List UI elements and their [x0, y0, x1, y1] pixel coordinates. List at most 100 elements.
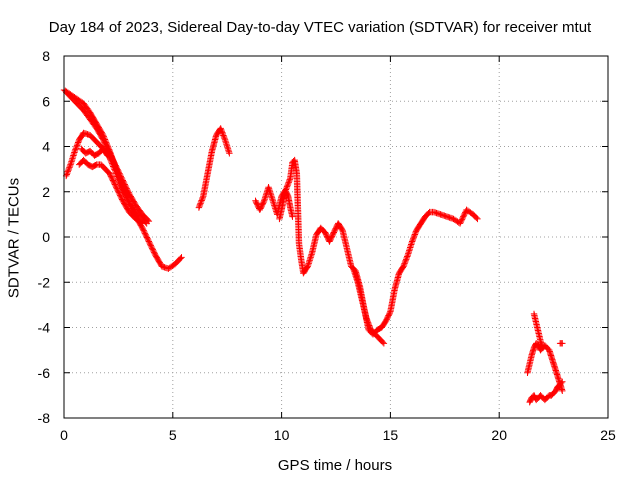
data-point	[106, 170, 113, 177]
data-point	[115, 189, 123, 196]
data-point	[66, 162, 74, 170]
data-point	[196, 202, 203, 210]
data-point	[150, 247, 157, 255]
data-point	[143, 234, 151, 241]
y-tick-label: 2	[42, 184, 50, 200]
data-point	[197, 200, 204, 207]
data-point	[113, 185, 121, 192]
chart-title: Day 184 of 2023, Sidereal Day-to-day VTE…	[48, 19, 592, 36]
data-point	[117, 180, 124, 187]
data-point	[196, 201, 204, 208]
data-point	[140, 227, 147, 234]
x-tick-label: 0	[60, 427, 68, 443]
data-point	[114, 174, 122, 182]
y-tick-label: -6	[38, 365, 51, 381]
data-point	[401, 258, 409, 266]
data-point	[221, 135, 228, 142]
data-point	[409, 236, 416, 244]
data-point	[104, 152, 111, 159]
data-point	[109, 177, 117, 184]
y-tick-label: -4	[38, 320, 51, 336]
data-point	[142, 231, 149, 238]
data-point	[72, 146, 79, 153]
data-point	[73, 143, 80, 150]
plot-frame	[63, 55, 609, 419]
data-point	[559, 387, 566, 395]
x-axis-label: GPS time / hours	[277, 457, 393, 474]
data-point	[102, 141, 109, 149]
data-point	[107, 173, 115, 180]
data-point	[460, 213, 467, 220]
data-point	[74, 139, 82, 146]
data-point	[460, 212, 468, 219]
data-point	[122, 184, 130, 191]
x-tick-label: 5	[169, 427, 177, 443]
data-point	[402, 256, 410, 263]
y-tick-label: -8	[38, 410, 51, 426]
data-point	[114, 188, 122, 195]
data-point	[289, 213, 296, 220]
data-point	[115, 177, 123, 185]
data-point	[118, 194, 125, 202]
data-point	[112, 169, 119, 176]
grid-lines	[63, 55, 609, 419]
data-point	[459, 214, 466, 222]
data-point	[118, 183, 125, 190]
data-point	[177, 255, 184, 262]
data-point	[338, 225, 346, 233]
data-point	[110, 178, 117, 185]
data-point	[99, 136, 107, 143]
data-point	[111, 179, 118, 187]
data-point	[380, 340, 388, 347]
data-point	[101, 139, 108, 146]
data-point	[114, 186, 121, 194]
data-point	[103, 151, 110, 158]
data-point	[410, 234, 417, 241]
data-point	[108, 158, 115, 166]
x-tick-label: 10	[274, 427, 290, 443]
data-point	[143, 232, 150, 240]
data-point	[146, 241, 154, 248]
data-point	[400, 263, 407, 270]
data-point	[364, 319, 372, 326]
data-point	[109, 175, 116, 183]
data-point	[198, 195, 206, 203]
data-point	[474, 215, 481, 223]
data-point	[65, 165, 73, 173]
data-point	[198, 197, 205, 204]
data-point	[148, 245, 156, 252]
data-point	[147, 242, 155, 249]
data-point	[150, 249, 158, 256]
data-point	[401, 260, 408, 267]
data-point	[108, 160, 116, 167]
data-point	[408, 238, 416, 245]
x-tick-label: 20	[491, 427, 507, 443]
data-point	[400, 261, 408, 269]
data-point	[404, 253, 411, 260]
data-point	[303, 264, 311, 271]
data-point	[473, 214, 480, 221]
data-point	[64, 168, 72, 175]
data-point	[283, 183, 291, 190]
data-point	[116, 179, 123, 186]
x-tick-label: 15	[383, 427, 399, 443]
data-point	[144, 235, 151, 243]
data-point	[456, 220, 464, 227]
data-point	[410, 235, 417, 242]
x-tick-label: 25	[600, 427, 616, 443]
data-point	[285, 179, 292, 186]
data-point	[402, 257, 409, 264]
data-point	[141, 228, 148, 236]
data-point	[220, 133, 228, 141]
data-point	[64, 169, 71, 177]
data-point	[146, 239, 153, 247]
data-point	[457, 218, 464, 226]
data-point	[458, 217, 465, 224]
data-point	[379, 339, 386, 346]
data-point	[107, 171, 114, 179]
y-tick-label: 4	[42, 139, 50, 155]
data-point	[149, 246, 156, 253]
data-point	[137, 219, 145, 226]
data-point	[116, 190, 123, 198]
